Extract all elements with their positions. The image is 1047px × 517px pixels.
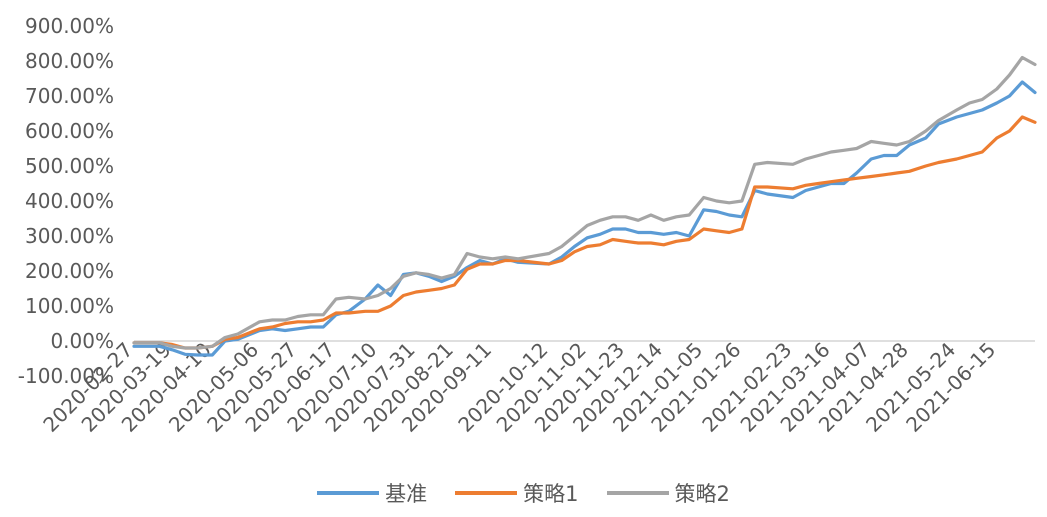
y-tick-label: 500.00% <box>25 154 114 178</box>
series-line-strategy1 <box>132 115 1037 350</box>
legend-item-benchmark: 基准 <box>317 478 427 508</box>
legend-item-strategy1: 策略1 <box>455 478 579 508</box>
y-tick-label: 200.00% <box>25 259 114 283</box>
x-axis: 2020-02-272020-03-192020-04-102020-05-06… <box>38 338 1035 437</box>
legend-swatch-strategy2 <box>606 491 669 495</box>
y-tick-label: 700.00% <box>25 84 114 108</box>
legend-swatch-benchmark <box>317 491 380 495</box>
legend-label-benchmark: 基准 <box>385 482 428 506</box>
legend-label-strategy1: 策略1 <box>523 482 579 506</box>
series-layer <box>132 55 1037 357</box>
y-tick-label: 300.00% <box>25 224 114 248</box>
y-tick-label: 100.00% <box>25 294 114 318</box>
y-tick-label: 0.00% <box>50 329 114 353</box>
legend-label-strategy2: 策略2 <box>674 482 730 506</box>
y-tick-label: -100.00% <box>18 364 114 388</box>
legend: 基准 策略1 策略2 <box>0 478 1047 508</box>
y-axis: -100.00% 0.00% 100.00% 200.00% 300.00% 400.00… <box>18 14 114 388</box>
legend-item-strategy2: 策略2 <box>606 478 730 508</box>
y-tick-label: 800.00% <box>25 49 114 73</box>
y-tick-label: 900.00% <box>25 14 114 38</box>
series-line-strategy2 <box>132 55 1037 350</box>
y-tick-label: 400.00% <box>25 189 114 213</box>
legend-swatch-strategy1 <box>455 491 518 495</box>
y-tick-label: 600.00% <box>25 119 114 143</box>
series-line-benchmark <box>132 80 1037 357</box>
